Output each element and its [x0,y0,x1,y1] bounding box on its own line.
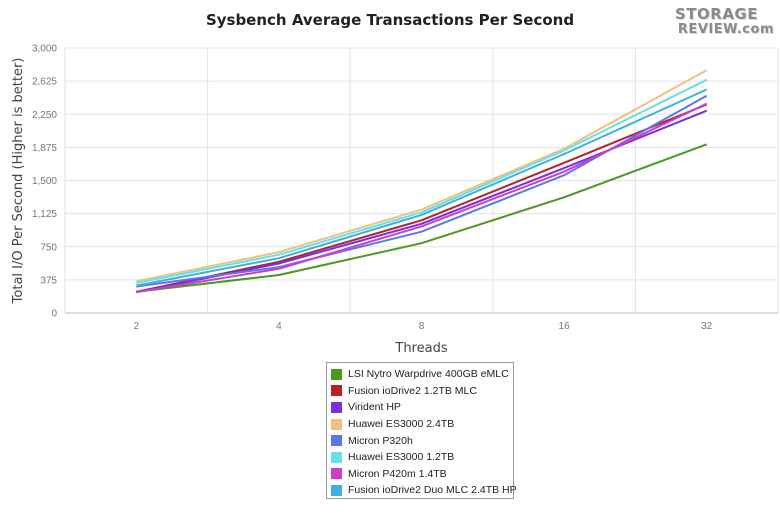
series-line-virident-hp [136,109,708,294]
legend-item: Huawei ES3000 2.4TB [331,416,509,433]
x-tick-label: 32 [701,321,713,332]
legend-item: Micron P320h [331,432,509,449]
legend-swatch [331,451,342,463]
legend-swatch [331,418,342,430]
y-tick-label: 750 [40,242,57,253]
y-tick-label: 2,625 [32,77,57,88]
legend-item: Huawei ES3000 1.2TB [331,449,509,466]
y-axis-title: Total I/O Per Second (Higher is better) [11,58,26,305]
line-chart: 0 375 750 1,125 1,500 1,875 2,250 2,625 3,000 2 4 8… [11,44,779,356]
series-line-fusion-iodrive2-1-2tb-mlc [136,103,708,293]
x-tick-label: 8 [419,321,425,332]
storagereview-logo: STORAGE REVIEW.com [664,5,774,41]
chart-legend: LSI Nytro Warpdrive 400GB eMLC Fusion ioD… [326,362,517,499]
series-line-micron-p420m-1-4tb [136,102,708,294]
series-line-micron-p320h [136,94,708,288]
legend-label: Huawei ES3000 1.2TB [348,451,455,464]
legend-item: Micron P420m 1.4TB [331,466,509,483]
x-tick-label: 2 [134,321,140,332]
legend-item: LSI Nytro Warpdrive 400GB eMLC [331,366,509,383]
y-tick-label: 2,250 [32,110,57,121]
logo-line-1: STORAGE [674,5,758,23]
legend-label: Micron P420m 1.4TB [348,467,447,480]
legend-label: LSI Nytro Warpdrive 400GB eMLC [348,368,509,381]
logo-line-2: REVIEW.com [677,22,774,37]
legend-item: Fusion ioDrive2 Duo MLC 2.4TB HP [331,482,517,499]
legend-swatch [331,385,342,397]
legend-item: Virident HP [331,399,509,416]
legend-swatch [331,401,342,413]
legend-label: Huawei ES3000 2.4TB [348,418,455,431]
series-line-huawei-es3000-2-4tb [136,69,708,283]
y-tick-label: 1,875 [32,143,57,154]
x-axis-title: Threads [394,341,447,356]
legend-swatch [331,484,342,496]
legend-label: Fusion ioDrive2 Duo MLC 2.4TB HP [348,484,517,497]
series-line-fusion-iodrive2-duo-mlc-2-4tb-hp [136,88,708,287]
legend-swatch [331,368,342,380]
series-line-lsi-nytro-warpdrive-400gb-emlc [136,143,708,293]
x-tick-label: 4 [276,321,282,332]
legend-label: Micron P320h [348,434,413,447]
chart-title: Sysbench Average Transactions Per Second [205,11,575,29]
legend-item: Fusion ioDrive2 1.2TB MLC [331,383,509,400]
y-tick-label: 0 [51,309,57,320]
legend-swatch [331,435,342,447]
series-line-huawei-es3000-1-2tb [136,78,708,284]
legend-label: Virident HP [348,401,401,414]
y-tick-label: 1,500 [32,176,57,187]
y-tick-label: 3,000 [32,44,57,55]
legend-swatch [331,468,342,480]
legend-label: Fusion ioDrive2 1.2TB MLC [348,384,477,397]
x-tick-label: 16 [559,321,571,332]
y-tick-label: 375 [40,275,57,286]
y-tick-label: 1,125 [32,209,57,220]
